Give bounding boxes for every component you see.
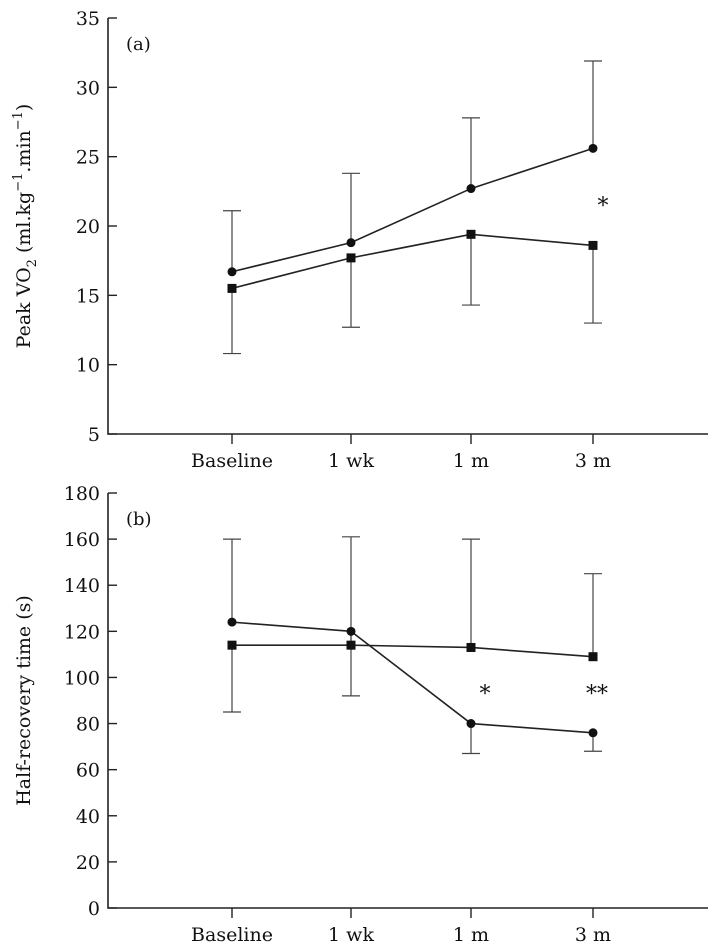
x-category-label: 3 m — [575, 924, 611, 946]
y-tick-label: 40 — [76, 806, 100, 828]
x-category-label: 3 m — [575, 450, 611, 472]
y-axis-label-part: ) — [13, 104, 35, 111]
y-tick-label: 35 — [76, 8, 100, 30]
axes-frame — [107, 18, 708, 435]
data-point-circle — [346, 238, 356, 248]
y-tick-label: 10 — [76, 355, 100, 377]
data-point-circle — [588, 728, 598, 738]
y-tick-label: 100 — [64, 667, 100, 689]
series-line-circle — [231, 621, 594, 734]
y-tick-label: 60 — [76, 760, 100, 782]
x-category-label: 1 wk — [328, 450, 374, 472]
y-tick-label: 20 — [76, 216, 100, 238]
x-category-label: Baseline — [191, 924, 273, 946]
x-category-label: 1 m — [453, 924, 489, 946]
x-category-label: Baseline — [191, 450, 273, 472]
y-tick-label: 25 — [76, 147, 100, 169]
data-point-square — [588, 652, 598, 662]
y-tick-label: 30 — [76, 77, 100, 99]
y-axis-label-part: Peak VO — [13, 267, 35, 348]
y-tick-label: 180 — [64, 483, 100, 505]
series-line-circle — [231, 147, 594, 273]
data-point-square — [227, 640, 237, 650]
y-tick-label: 0 — [88, 898, 100, 920]
data-point-circle — [346, 626, 356, 636]
y-axis-label-part: Half-recovery time (s) — [13, 595, 35, 806]
data-point-circle — [466, 184, 476, 194]
data-point-square — [346, 253, 356, 263]
axes-frame — [107, 493, 708, 909]
significance-marker: * — [598, 194, 609, 219]
x-category-label: 1 m — [453, 450, 489, 472]
data-point-square — [466, 229, 476, 239]
panel-b-half-recovery-chart: 0 20 40 60 80 100 120 140 160 180 Baseline 1 wk 1 m 3… — [13, 483, 708, 946]
significance-marker: ** — [586, 682, 608, 707]
panel-label: (b) — [126, 509, 152, 530]
y-axis-label-part: .min — [13, 130, 35, 172]
data-point-circle — [227, 267, 237, 277]
y-axis-label: Peak VO2 (ml.kg−1.min−1) — [11, 104, 40, 349]
x-category-label: 1 wk — [328, 924, 374, 946]
data-point-circle — [588, 143, 598, 153]
significance-marker: * — [480, 682, 491, 707]
data-point-square — [227, 283, 237, 293]
y-tick-label: 80 — [76, 714, 100, 736]
y-tick-label: 140 — [64, 575, 100, 597]
data-point-square — [466, 642, 476, 652]
panel-label: (a) — [126, 34, 151, 55]
y-axis-label-part: −1 — [11, 173, 26, 192]
y-tick-label: 5 — [88, 424, 100, 446]
y-tick-label: 20 — [76, 852, 100, 874]
data-point-square — [588, 240, 598, 250]
series-line-square — [231, 233, 594, 290]
data-point-circle — [466, 719, 476, 729]
y-axis-label-part: −1 — [11, 111, 26, 130]
data-point-circle — [227, 617, 237, 627]
y-axis-label-part: 2 — [25, 259, 40, 267]
panel-a-peak-vo2-chart: 5 10 15 20 25 30 35 Baseline 1 wk 1 m 3 m (a) Peak V… — [11, 8, 708, 472]
data-point-square — [346, 640, 356, 650]
y-axis-label: Half-recovery time (s) — [13, 595, 35, 806]
series-line-square — [232, 644, 594, 658]
y-tick-label: 15 — [76, 285, 100, 307]
y-axis-label-part: (ml.kg — [13, 192, 35, 259]
y-tick-label: 160 — [64, 529, 100, 551]
y-tick-label: 120 — [64, 621, 100, 643]
